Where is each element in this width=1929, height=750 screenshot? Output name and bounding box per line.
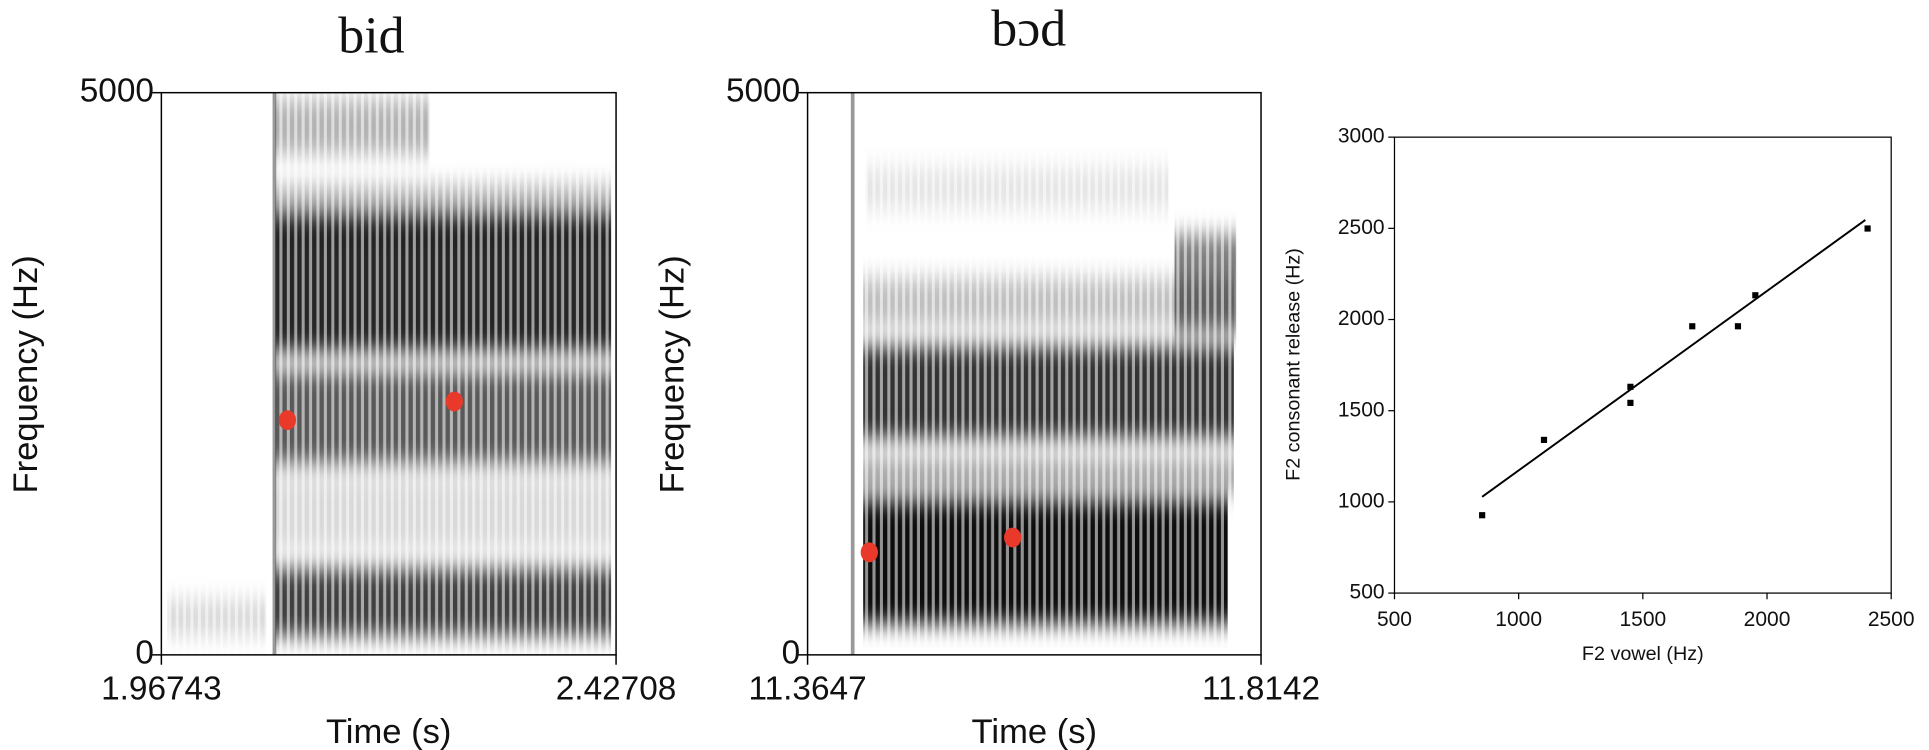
x-tick-label: 2500 xyxy=(1868,608,1915,631)
point xyxy=(1540,436,1548,443)
formant-point xyxy=(445,391,463,412)
point xyxy=(1864,225,1871,232)
spectrogram-image xyxy=(850,92,1237,655)
point xyxy=(1752,292,1759,299)
y-tick-label: 2500 xyxy=(1338,216,1385,239)
plot-frame xyxy=(1393,136,1892,594)
y-tick-label: 2000 xyxy=(1338,307,1385,330)
formant-point xyxy=(278,410,297,430)
x-tick-label: 500 xyxy=(1377,608,1412,631)
point xyxy=(1734,323,1742,330)
point xyxy=(1627,399,1634,406)
point xyxy=(1689,323,1696,330)
y-tick-label: 0 xyxy=(782,635,801,672)
y-tick-label: 1500 xyxy=(1338,398,1385,421)
y-axis-label: Frequency (Hz) xyxy=(7,255,45,493)
chart-title: bid xyxy=(338,8,404,65)
y-tick-label: 5000 xyxy=(726,72,800,109)
x-tick-label: 2.42708 xyxy=(556,671,677,708)
spectrogram-image xyxy=(167,92,612,655)
x-tick-label: 1.96743 xyxy=(101,671,222,708)
y-tick-label: 5000 xyxy=(80,72,154,109)
y-axis-label: F2 consonant release (Hz) xyxy=(1283,248,1305,481)
formant-point xyxy=(860,542,878,563)
y-tick-label: 500 xyxy=(1350,581,1385,604)
x-tick-label: 1000 xyxy=(1495,608,1542,631)
point xyxy=(1479,512,1486,519)
plot-frame xyxy=(806,91,1262,656)
y-tick-label: 3000 xyxy=(1338,125,1385,148)
fit-line xyxy=(1481,219,1866,498)
x-axis-label: Time (s) xyxy=(972,713,1097,750)
y-tick-label: 1000 xyxy=(1338,489,1385,512)
y-tick-label: 0 xyxy=(135,635,154,672)
chart-title: bɔd xyxy=(991,0,1066,57)
x-tick-label: 11.8142 xyxy=(1202,671,1320,708)
point xyxy=(1627,383,1634,390)
x-axis-label: Time (s) xyxy=(326,713,451,750)
formant-point xyxy=(1004,527,1022,548)
x-tick-label: 11.3647 xyxy=(749,671,867,708)
x-tick-label: 2000 xyxy=(1744,608,1791,631)
plot-frame xyxy=(160,91,617,656)
x-tick-label: 1500 xyxy=(1619,608,1666,631)
y-axis-label: Frequency (Hz) xyxy=(653,255,691,493)
x-axis-label: F2 vowel (Hz) xyxy=(1582,643,1704,665)
